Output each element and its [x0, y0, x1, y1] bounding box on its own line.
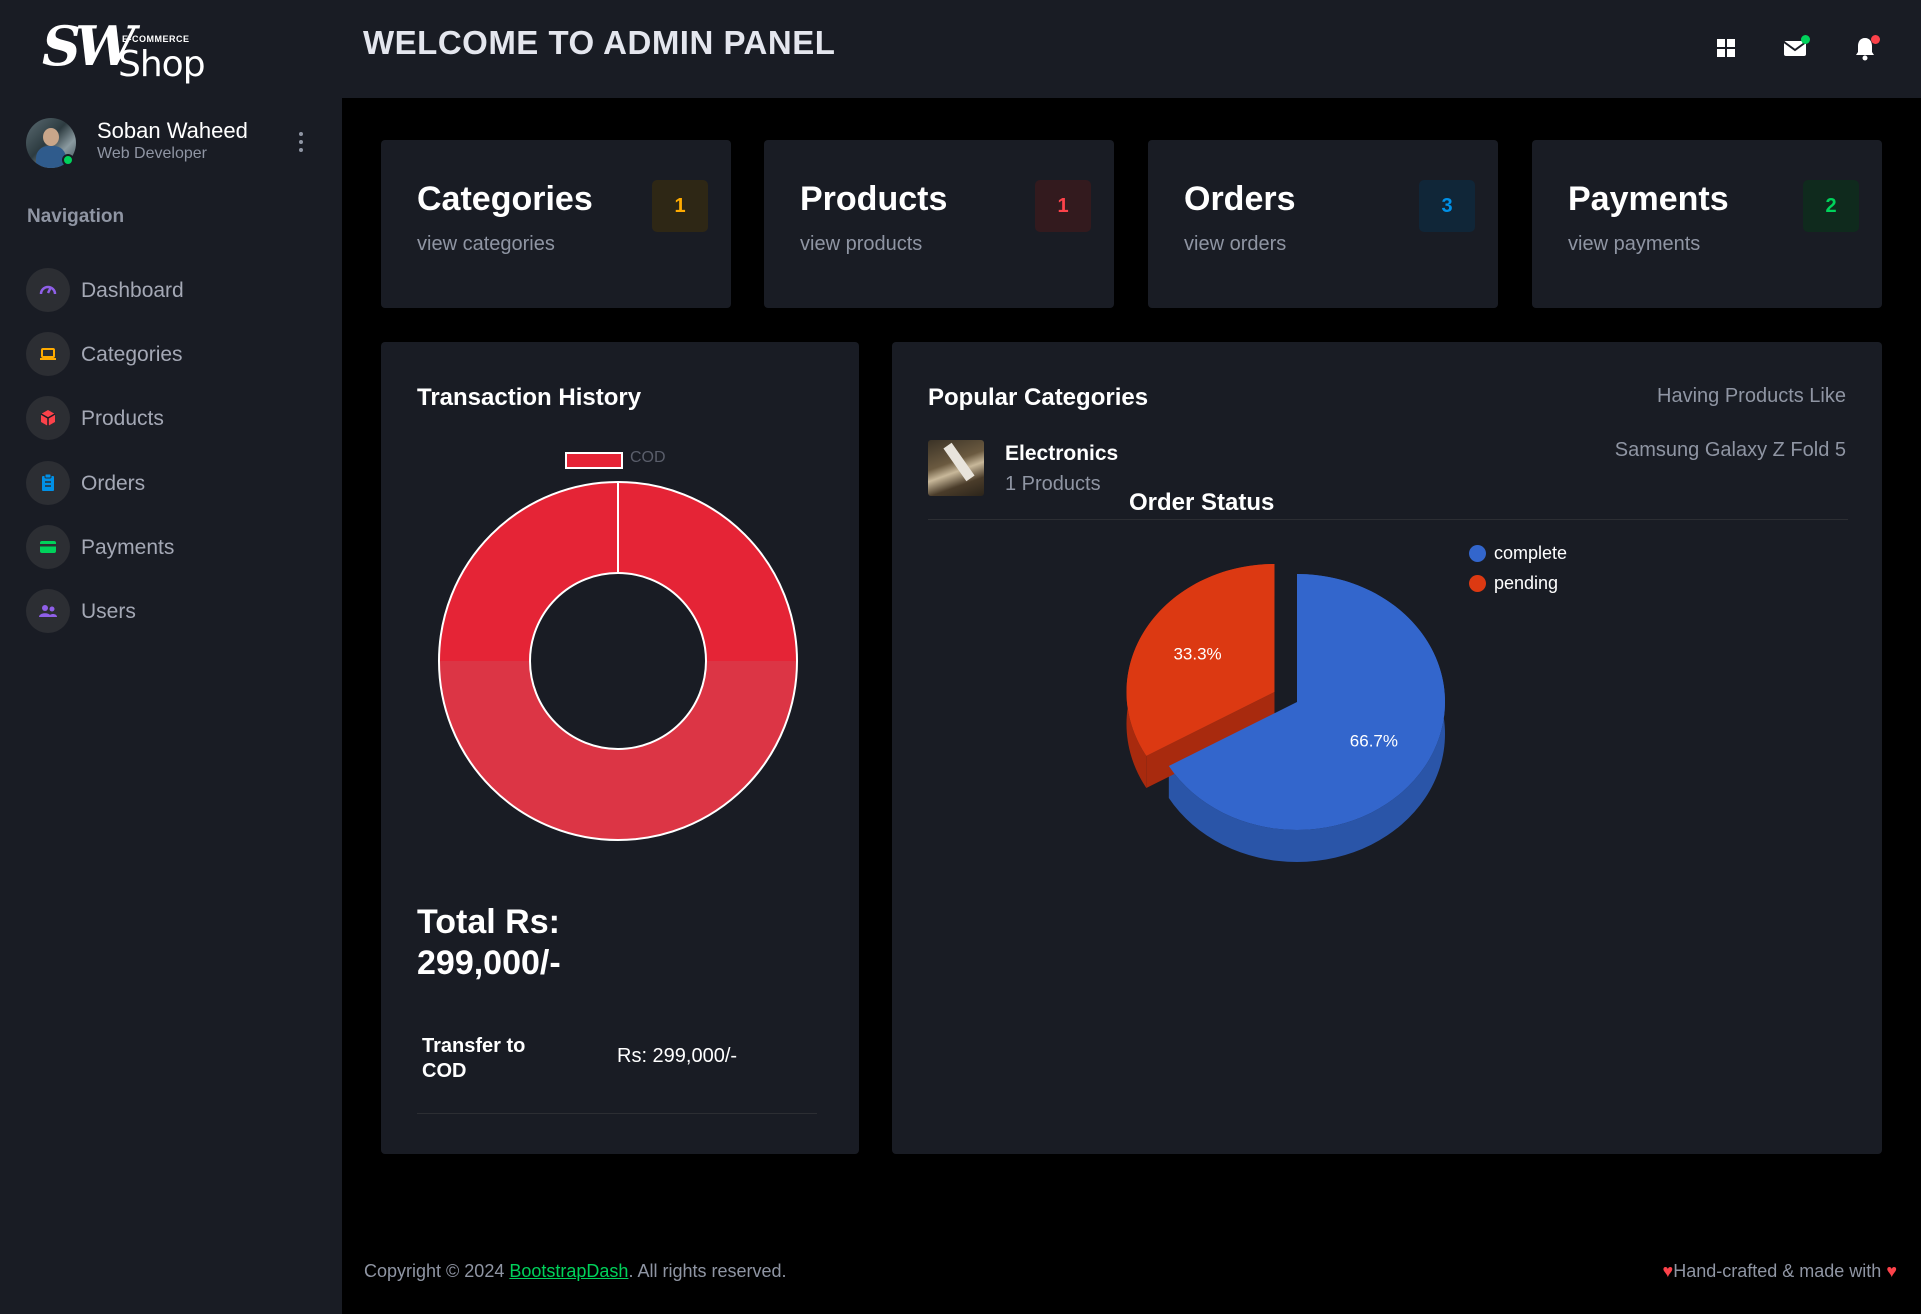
profile-role: Web Developer — [97, 145, 207, 162]
copyright-prefix: Copyright © 2024 — [364, 1261, 510, 1281]
copyright-suffix: . All rights reserved. — [628, 1261, 787, 1281]
nav-heading: Navigation — [27, 206, 125, 227]
cube-icon — [26, 396, 70, 440]
stat-count-badge: 1 — [1035, 180, 1091, 232]
sidebar-item-label: Products — [81, 407, 164, 430]
total-label: Total Rs: — [417, 903, 560, 941]
sidebar-item-categories[interactable]: Categories — [26, 332, 316, 378]
cod-legend-swatch[interactable] — [565, 452, 623, 469]
stat-card-products[interactable]: Products view products 1 — [764, 140, 1114, 308]
stat-count-badge: 2 — [1803, 180, 1859, 232]
legend-label: complete — [1494, 543, 1568, 563]
clipboard-icon — [26, 461, 70, 505]
grid-icon[interactable] — [1712, 34, 1740, 62]
user-profile[interactable]: Soban Waheed Web Developer — [26, 118, 326, 172]
sidebar: Soban Waheed Web Developer Navigation Da… — [0, 98, 342, 1314]
stat-link[interactable]: view products — [800, 233, 923, 255]
sidebar-item-products[interactable]: Products — [26, 396, 316, 442]
sidebar-item-label: Dashboard — [81, 279, 184, 302]
category-product: Samsung Galaxy Z Fold 5 — [1614, 439, 1846, 461]
popular-title: Popular Categories — [928, 384, 1149, 411]
speedometer-icon — [26, 268, 70, 312]
sidebar-item-dashboard[interactable]: Dashboard — [26, 268, 316, 314]
stat-title: Orders — [1184, 180, 1296, 218]
logo-word: Shop — [118, 44, 206, 85]
pie-data-label-pending: 33.3% — [1173, 645, 1221, 664]
page-title: WELCOME TO ADMIN PANEL — [363, 24, 836, 61]
online-status-dot — [62, 154, 74, 166]
more-vertical-icon[interactable] — [298, 132, 304, 154]
donut-inner-ring — [529, 572, 707, 750]
divider — [417, 1113, 817, 1114]
pie-slice-complete — [1168, 574, 1445, 830]
stat-link[interactable]: view categories — [417, 233, 555, 255]
sidebar-item-label: Payments — [81, 536, 175, 559]
profile-name: Soban Waheed — [97, 118, 248, 143]
mail-icon[interactable] — [1781, 34, 1810, 62]
category-name[interactable]: Electronics — [1005, 442, 1119, 465]
stat-card-orders[interactable]: Orders view orders 3 — [1148, 140, 1498, 308]
brand-logo[interactable]: SW E-COMMERCE Shop — [42, 14, 206, 86]
transfer-value: Rs: 299,000/- — [617, 1045, 738, 1067]
category-thumbnail — [928, 440, 984, 496]
cod-legend-label[interactable]: COD — [630, 449, 666, 466]
stat-link[interactable]: view payments — [1568, 233, 1701, 255]
stat-title: Payments — [1568, 180, 1729, 218]
laptop-icon — [26, 332, 70, 376]
bootstrapdash-link[interactable]: BootstrapDash — [509, 1261, 629, 1281]
stat-card-categories[interactable]: Categories view categories 1 — [381, 140, 731, 308]
logo-mark: SW — [42, 14, 136, 78]
legend-pending[interactable]: pending — [1469, 572, 1629, 594]
popular-categories-card: Popular Categories Having Products Like … — [892, 342, 1882, 1154]
order-status-pie-chart: 66.7% 33.3% — [1126, 564, 1445, 862]
transaction-title: Transaction History — [417, 384, 642, 411]
crafted-text: ♥Hand-crafted & made with ♥ — [1663, 1261, 1897, 1282]
stat-card-payments[interactable]: Payments view payments 2 — [1532, 140, 1882, 308]
logo-tag: E-COMMERCE — [122, 34, 190, 44]
stat-title: Categories — [417, 180, 593, 218]
sidebar-item-label: Users — [81, 600, 136, 623]
sidebar-item-label: Orders — [81, 472, 146, 495]
pie-data-label-complete: 66.7% — [1350, 731, 1398, 750]
heart-icon: ♥ — [1886, 1261, 1897, 1281]
sidebar-item-users[interactable]: Users — [26, 589, 316, 635]
bell-status-dot — [1871, 35, 1880, 44]
donut-slice-cod-bottom — [439, 661, 797, 841]
users-icon — [26, 589, 70, 633]
pie-slice-pending — [1126, 564, 1275, 756]
sidebar-item-payments[interactable]: Payments — [26, 525, 316, 571]
stat-count-badge: 3 — [1419, 180, 1475, 232]
transaction-total: Total Rs: 299,000/- — [417, 902, 717, 984]
top-navbar: SW E-COMMERCE Shop WELCOME TO ADMIN PANE… — [0, 0, 1921, 98]
copyright-text: Copyright © 2024 BootstrapDash. All righ… — [364, 1261, 787, 1282]
divider — [928, 519, 1848, 520]
legend-label: pending — [1494, 573, 1559, 593]
total-value: 299,000/- — [417, 944, 561, 982]
legend-complete[interactable]: complete — [1469, 542, 1629, 564]
having-products-label: Having Products Like — [1657, 385, 1846, 407]
transfer-label: Transfer to COD — [422, 1035, 526, 1082]
bell-icon[interactable] — [1851, 34, 1880, 62]
stat-title: Products — [800, 180, 948, 218]
crafted-label: Hand-crafted & made with — [1673, 1261, 1887, 1281]
transaction-history-card: Transaction History COD Total Rs: 299,00… — [381, 342, 859, 1154]
heart-icon: ♥ — [1662, 1261, 1674, 1281]
mail-status-dot — [1801, 35, 1810, 44]
card-icon — [26, 525, 70, 569]
stat-count-badge: 1 — [652, 180, 708, 232]
stat-link[interactable]: view orders — [1184, 233, 1287, 255]
category-count: 1 Products — [1005, 473, 1101, 495]
order-status-title: Order Status — [1129, 489, 1275, 516]
transaction-donut-chart — [438, 481, 798, 841]
sidebar-item-label: Categories — [81, 343, 183, 366]
sidebar-item-orders[interactable]: Orders — [26, 461, 316, 507]
